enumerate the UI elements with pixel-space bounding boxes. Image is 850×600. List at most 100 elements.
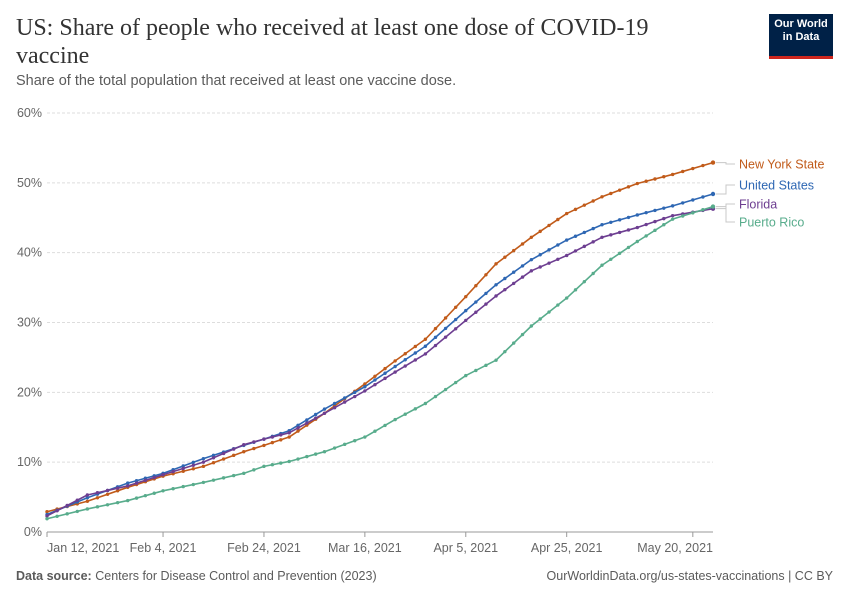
legend-label-puerto-rico[interactable]: Puerto Rico bbox=[739, 216, 804, 230]
data-point-florida bbox=[55, 509, 59, 513]
data-point-puerto-rico bbox=[413, 407, 418, 411]
data-point-united-states bbox=[591, 226, 595, 231]
data-point-united-states bbox=[191, 460, 196, 465]
source-text[interactable]: Centers for Disease Control and Preventi… bbox=[95, 569, 377, 583]
y-tick-label: 10% bbox=[17, 455, 42, 469]
logo-line-2: in Data bbox=[782, 31, 820, 43]
data-point-puerto-rico bbox=[252, 468, 256, 472]
data-point-puerto-rico bbox=[85, 507, 90, 511]
data-point-united-states bbox=[126, 481, 130, 485]
data-point-florida bbox=[564, 253, 569, 258]
data-point-new-york-state bbox=[95, 496, 100, 500]
data-point-new-york-state bbox=[529, 235, 534, 240]
data-point-florida bbox=[353, 394, 357, 399]
data-point-puerto-rico bbox=[55, 514, 59, 518]
data-point-florida bbox=[520, 275, 525, 279]
data-point-florida bbox=[573, 249, 578, 253]
data-point-united-states bbox=[538, 253, 542, 257]
data-point-new-york-state bbox=[443, 316, 448, 320]
data-point-new-york-state bbox=[503, 255, 507, 259]
data-point-florida bbox=[413, 358, 418, 362]
data-point-florida bbox=[287, 431, 291, 435]
series-line-puerto-rico[interactable] bbox=[46, 205, 714, 520]
data-point-puerto-rico bbox=[670, 217, 675, 221]
data-point-puerto-rico bbox=[681, 214, 685, 218]
x-tick-label: May 20, 2021 bbox=[637, 541, 713, 555]
data-point-united-states bbox=[635, 213, 640, 217]
series-line-florida[interactable] bbox=[46, 207, 714, 517]
data-point-puerto-rico bbox=[45, 517, 49, 521]
data-point-puerto-rico bbox=[262, 464, 266, 469]
data-point-florida bbox=[556, 257, 560, 262]
data-point-new-york-state bbox=[296, 429, 300, 433]
legend-label-united-states[interactable]: United States bbox=[739, 179, 814, 193]
data-point-florida bbox=[393, 370, 397, 374]
data-point-puerto-rico bbox=[443, 387, 448, 392]
y-tick-label: 40% bbox=[17, 246, 42, 260]
label-connector bbox=[716, 206, 735, 223]
data-point-united-states bbox=[653, 208, 657, 213]
data-point-florida bbox=[181, 466, 185, 471]
legend-labels[interactable]: New York State United States Florida Puerto… bbox=[716, 158, 825, 230]
data-point-puerto-rico bbox=[353, 438, 357, 443]
footer-url[interactable]: OurWorldinData.org/us-states-vaccination… bbox=[546, 569, 833, 583]
series-lines[interactable] bbox=[45, 160, 716, 521]
data-point-florida bbox=[305, 421, 309, 425]
data-point-puerto-rico bbox=[152, 491, 156, 495]
data-point-new-york-state bbox=[653, 177, 657, 181]
data-point-florida bbox=[670, 213, 675, 218]
data-point-puerto-rico bbox=[635, 239, 640, 244]
series-line-united-states[interactable] bbox=[46, 193, 714, 516]
chart-subtitle: Share of the total population that recei… bbox=[16, 73, 457, 89]
data-point-puerto-rico bbox=[143, 493, 148, 498]
data-point-united-states bbox=[520, 264, 525, 268]
data-point-united-states bbox=[474, 300, 478, 304]
data-point-united-states bbox=[296, 423, 300, 428]
data-point-florida bbox=[65, 503, 69, 508]
data-point-florida bbox=[609, 233, 613, 237]
data-point-united-states bbox=[201, 456, 206, 461]
data-point-united-states bbox=[573, 234, 578, 238]
data-point-puerto-rico bbox=[296, 457, 300, 461]
data-point-puerto-rico bbox=[529, 324, 534, 328]
owid-logo[interactable]: Our World in Data bbox=[769, 14, 833, 59]
data-point-united-states bbox=[503, 276, 507, 281]
data-point-new-york-state bbox=[520, 242, 525, 246]
data-point-puerto-rico bbox=[95, 505, 100, 509]
series-line-new-york-state[interactable] bbox=[46, 161, 714, 513]
logo-line-1: Our World bbox=[774, 18, 828, 30]
data-point-florida bbox=[617, 230, 622, 235]
data-point-united-states bbox=[484, 291, 488, 296]
data-point-puerto-rico bbox=[600, 263, 604, 267]
data-point-florida bbox=[453, 327, 458, 331]
data-point-florida bbox=[134, 481, 139, 485]
data-point-puerto-rico bbox=[342, 442, 347, 447]
data-point-florida bbox=[582, 244, 587, 249]
data-point-florida bbox=[494, 294, 498, 298]
legend-label-new-york-state[interactable]: New York State bbox=[739, 158, 825, 172]
data-point-florida bbox=[363, 389, 367, 393]
data-point-puerto-rico bbox=[423, 401, 428, 406]
data-point-new-york-state bbox=[600, 195, 604, 199]
legend-label-florida[interactable]: Florida bbox=[739, 198, 777, 212]
data-point-florida bbox=[433, 343, 438, 348]
data-point-new-york-state bbox=[573, 207, 578, 212]
data-point-florida bbox=[403, 364, 407, 368]
data-point-new-york-state bbox=[105, 492, 110, 496]
data-point-florida bbox=[191, 463, 196, 468]
data-point-new-york-state bbox=[242, 449, 246, 454]
data-point-united-states bbox=[353, 390, 357, 395]
data-point-florida bbox=[152, 475, 156, 480]
data-point-new-york-state bbox=[556, 217, 560, 222]
data-point-florida bbox=[252, 440, 256, 444]
data-point-new-york-state bbox=[423, 337, 428, 341]
data-point-florida bbox=[547, 261, 551, 265]
data-point-florida bbox=[279, 433, 283, 437]
data-point-new-york-state bbox=[464, 294, 468, 299]
data-point-florida bbox=[538, 265, 542, 269]
x-tick-label: Jan 12, 2021 bbox=[47, 541, 119, 555]
data-point-puerto-rico bbox=[126, 498, 130, 503]
data-point-puerto-rico bbox=[474, 368, 478, 373]
data-point-new-york-state bbox=[681, 169, 685, 174]
